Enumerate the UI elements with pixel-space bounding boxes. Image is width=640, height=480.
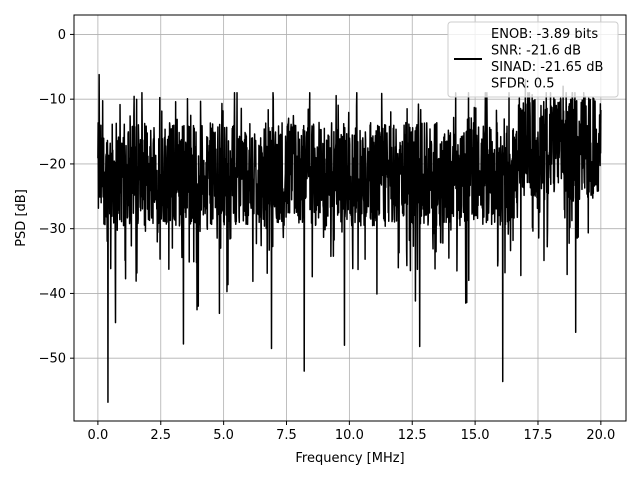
plot-area xyxy=(97,73,602,403)
y-tick-label: −40 xyxy=(39,287,66,302)
psd-series-line xyxy=(97,73,602,403)
x-tick-label: 20.0 xyxy=(586,428,615,443)
axes-frame xyxy=(73,14,627,422)
x-tick-label: 10.0 xyxy=(335,428,364,443)
x-tick-label: 5.0 xyxy=(213,428,234,443)
y-tick-label: −20 xyxy=(39,157,66,172)
y-tick-label: −10 xyxy=(39,93,66,108)
y-axis-ticks: 0 −10 −20 −30 −40 −50 xyxy=(39,28,74,367)
x-axis-title: Frequency [MHz] xyxy=(295,451,404,466)
legend-line-sinad: SINAD: -21.65 dB xyxy=(491,60,603,75)
x-tick-label: 7.5 xyxy=(276,428,297,443)
y-tick-label: 0 xyxy=(58,28,66,43)
y-axis-title: PSD [dB] xyxy=(14,189,29,247)
y-tick-label: −50 xyxy=(39,352,66,367)
x-axis-ticks: 0.0 2.5 5.0 7.5 10.0 12.5 15.0 17.5 20.0 xyxy=(88,421,615,443)
x-tick-label: 2.5 xyxy=(150,428,171,443)
x-tick-label: 0.0 xyxy=(88,428,109,443)
legend-box xyxy=(447,21,619,98)
legend: ENOB: -3.89 bits SNR: -21.6 dB SINAD: -2… xyxy=(447,21,619,98)
legend-line-enob: ENOB: -3.89 bits xyxy=(491,27,598,42)
x-tick-label: 12.5 xyxy=(398,428,427,443)
legend-line-snr: SNR: -21.6 dB xyxy=(491,44,581,59)
x-tick-label: 15.0 xyxy=(461,428,490,443)
y-tick-label: −30 xyxy=(39,222,66,237)
legend-line-sfdr: SFDR: 0.5 xyxy=(491,77,555,92)
x-tick-label: 17.5 xyxy=(524,428,553,443)
